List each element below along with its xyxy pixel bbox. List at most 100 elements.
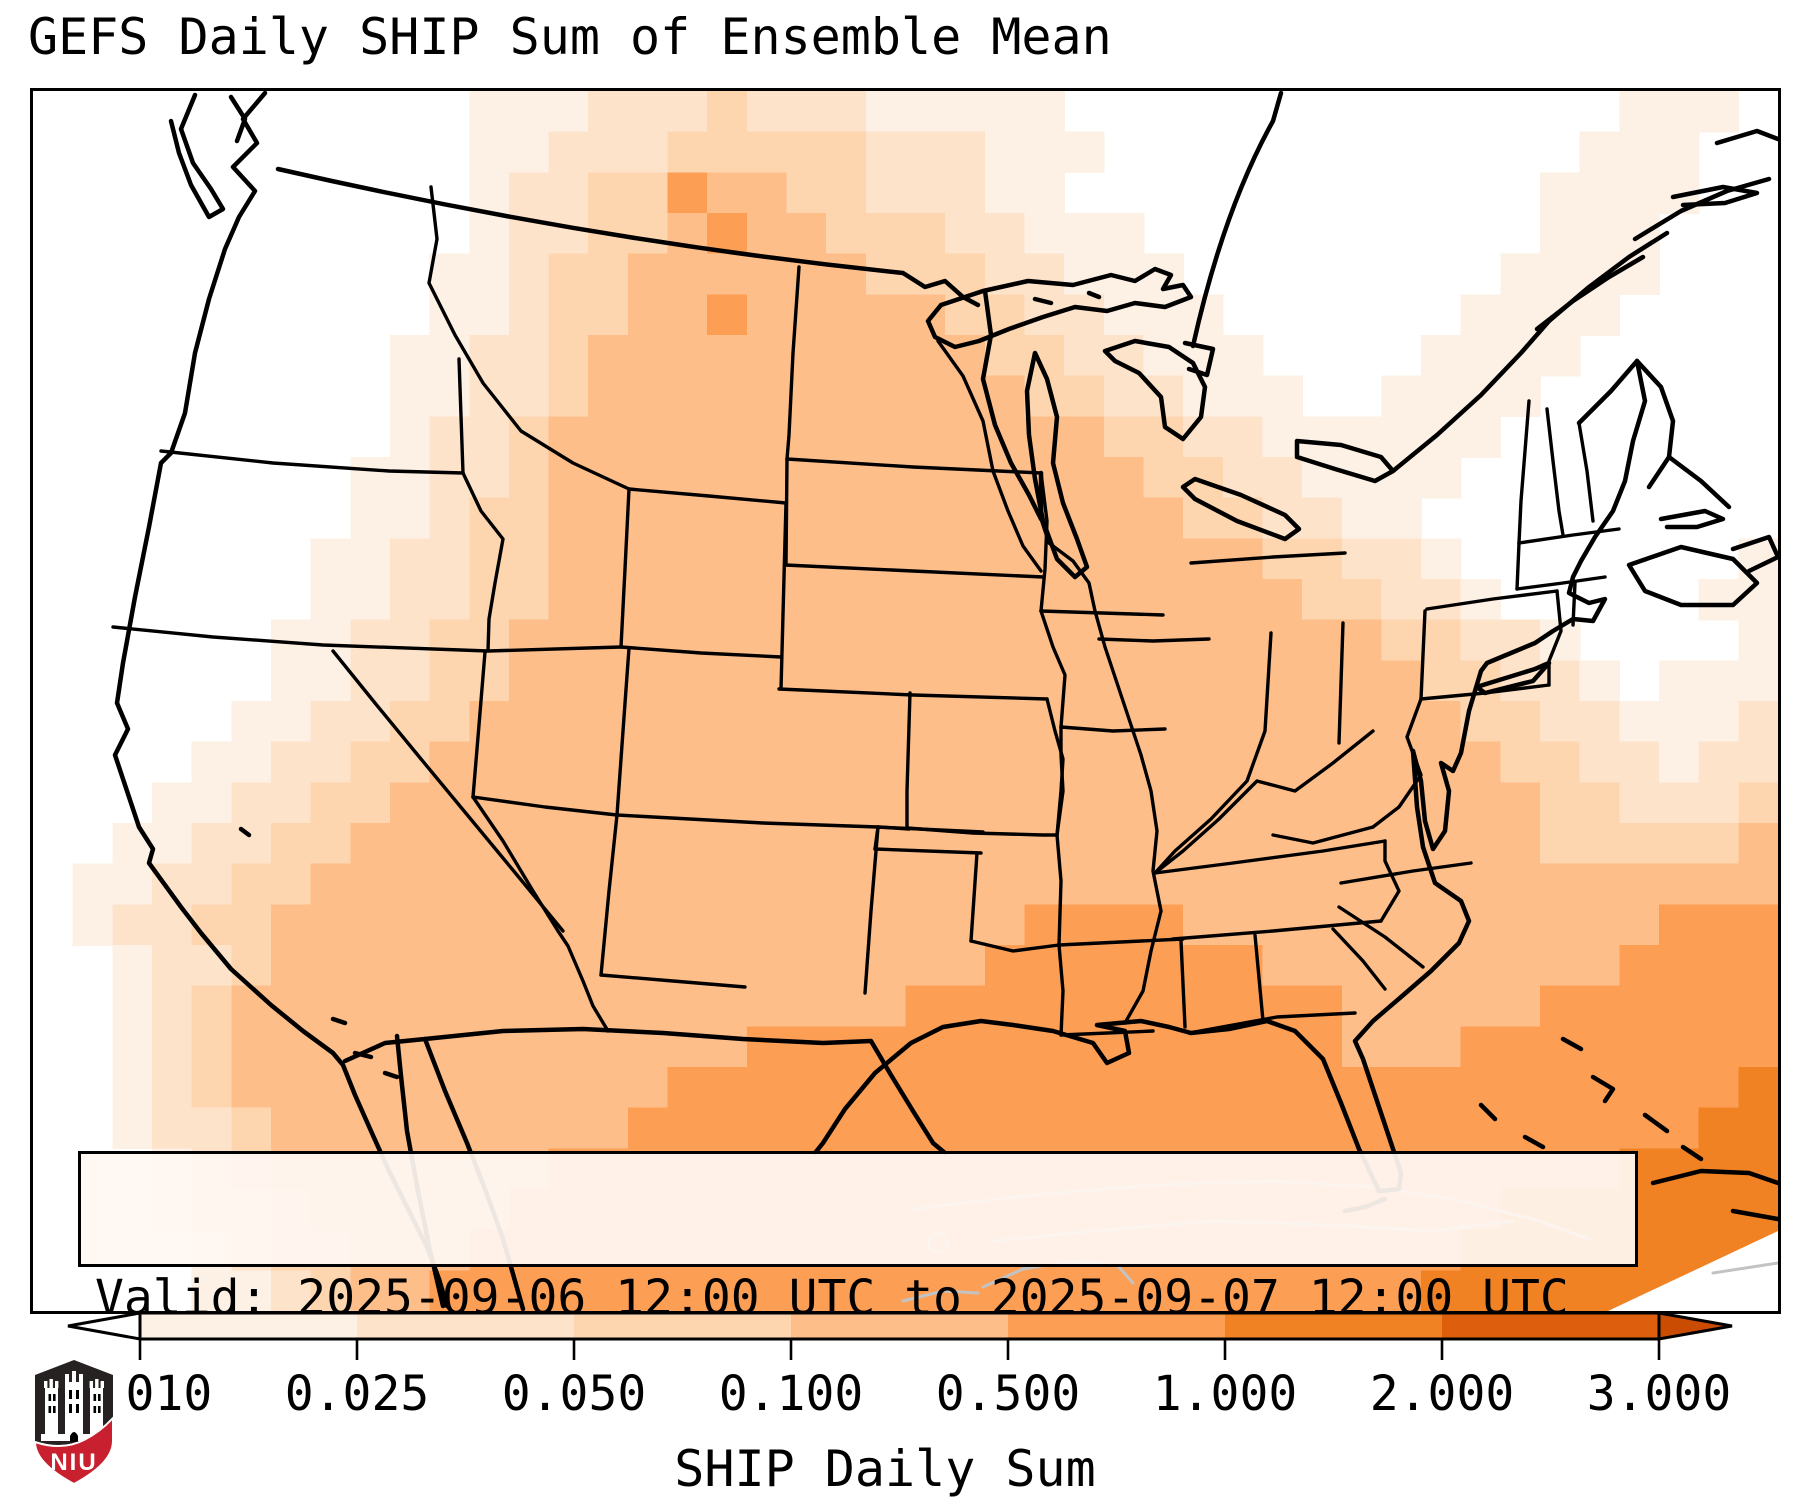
heatmap-cell: [1103, 782, 1145, 824]
heatmap-cell: [826, 741, 867, 784]
heatmap-cell: [1302, 1270, 1343, 1311]
niu-shield-red-band: [33, 1415, 114, 1486]
heatmap-cell: [1659, 863, 1700, 906]
heatmap-cell: [1698, 741, 1740, 784]
heatmap-cell: [1341, 1270, 1383, 1311]
heatmap-cell: [1738, 823, 1778, 865]
heatmap-cell: [707, 945, 748, 987]
heatmap-cell: [548, 497, 590, 540]
great-lakes: [925, 266, 1396, 580]
heatmap-cell: [905, 294, 946, 336]
heatmap-cell: [984, 131, 1026, 174]
heatmap-cell: [469, 1270, 510, 1311]
heatmap-cell: [627, 172, 669, 214]
heatmap-cell: [865, 1107, 907, 1150]
heatmap-cell: [1421, 619, 1462, 662]
heatmap-cell: [1421, 335, 1462, 377]
heatmap-cell: [1064, 213, 1105, 255]
heatmap-cell: [508, 1107, 550, 1150]
heatmap-cell: [984, 782, 1026, 824]
heatmap-cell: [865, 741, 907, 784]
heatmap-cell: [588, 782, 629, 824]
heatmap-cell: [1262, 904, 1303, 946]
heatmap-cell: [231, 701, 272, 743]
heatmap-cell: [1341, 538, 1383, 580]
heatmap-cell: [1421, 1067, 1462, 1109]
heatmap-cell: [984, 172, 1026, 214]
heatmap-cell: [191, 985, 233, 1028]
heatmap-cell: [826, 538, 867, 580]
heatmap-cell: [1738, 782, 1778, 824]
heatmap-cell: [905, 375, 946, 418]
heatmap-cell: [1540, 172, 1581, 214]
heatmap-cell: [1024, 253, 1065, 296]
heatmap-cell: [1579, 985, 1621, 1028]
heatmap-cell: [1341, 497, 1383, 540]
heatmap-cell: [786, 1067, 827, 1109]
heatmap-cell: [429, 660, 471, 702]
heatmap-cell: [1024, 1270, 1065, 1311]
heatmap-cell: [707, 985, 748, 1028]
heatmap-cell: [1659, 823, 1700, 865]
heatmap-cell: [112, 1107, 153, 1150]
heatmap-cell: [984, 701, 1026, 743]
heatmap-cell: [1659, 985, 1700, 1028]
heatmap-cell: [945, 1107, 986, 1150]
heatmap-cell: [1659, 741, 1700, 784]
heatmap-cell: [786, 619, 827, 662]
heatmap-cell: [627, 660, 669, 702]
heatmap-cell: [1579, 863, 1621, 906]
heatmap-cell: [588, 1107, 629, 1150]
heatmap-cell: [1738, 701, 1778, 743]
heatmap-cell: [984, 538, 1026, 580]
heatmap-cell: [72, 863, 114, 906]
heatmap-cell: [310, 741, 352, 784]
heatmap-cell: [1024, 213, 1065, 255]
heatmap-cell: [1381, 1270, 1422, 1311]
heatmap-cell: [1064, 823, 1105, 865]
heatmap-cell: [389, 416, 431, 458]
heatmap-cell: [1738, 660, 1778, 702]
heatmap-cell: [1183, 416, 1224, 458]
heatmap-cell: [1064, 1067, 1105, 1109]
heatmap-cell: [786, 416, 827, 458]
heatmap-cell: [945, 91, 986, 133]
heatmap-cell: [310, 579, 352, 621]
heatmap-cell: [508, 497, 550, 540]
heatmap-cell: [508, 457, 550, 499]
heatmap-cell: [231, 1026, 272, 1068]
heatmap-cell: [469, 91, 510, 133]
heatmap-cell: [627, 91, 669, 133]
heatmap-cell: [271, 660, 312, 702]
heatmap-cell: [508, 172, 550, 214]
heatmap-cell: [231, 863, 272, 906]
heatmap-cell: [1579, 782, 1621, 824]
heatmap-cell: [945, 945, 986, 987]
heatmap-cell: [667, 823, 708, 865]
heatmap-cell: [1222, 1067, 1264, 1109]
heatmap-cell: [1460, 741, 1502, 784]
heatmap-cell: [1579, 1026, 1621, 1068]
heatmap-cell: [786, 457, 827, 499]
heatmap-cell: [1540, 904, 1581, 946]
heatmap-cell: [826, 253, 867, 296]
heatmap-cell: [72, 904, 114, 946]
projection-edge-mask: [1608, 1231, 1778, 1311]
heatmap-cell: [1500, 1270, 1541, 1311]
heatmap-cell: [429, 335, 471, 377]
heatmap-cell: [469, 863, 510, 906]
heatmap-cell: [548, 213, 590, 255]
heatmap-cell: [1064, 741, 1105, 784]
heatmap-cell: [905, 1067, 946, 1109]
heatmap-cell: [1381, 579, 1422, 621]
heatmap-cell: [389, 619, 431, 662]
heatmap-cell: [627, 1270, 669, 1311]
heatmap-cell: [984, 91, 1026, 133]
heatmap-cell: [1183, 985, 1224, 1028]
heatmap-cell: [1579, 172, 1621, 214]
heatmap-cell: [191, 945, 233, 987]
heatmap-cell: [905, 1026, 946, 1068]
heatmap-cell: [1103, 375, 1145, 418]
heatmap-cell: [865, 375, 907, 418]
heatmap-cell: [707, 335, 748, 377]
